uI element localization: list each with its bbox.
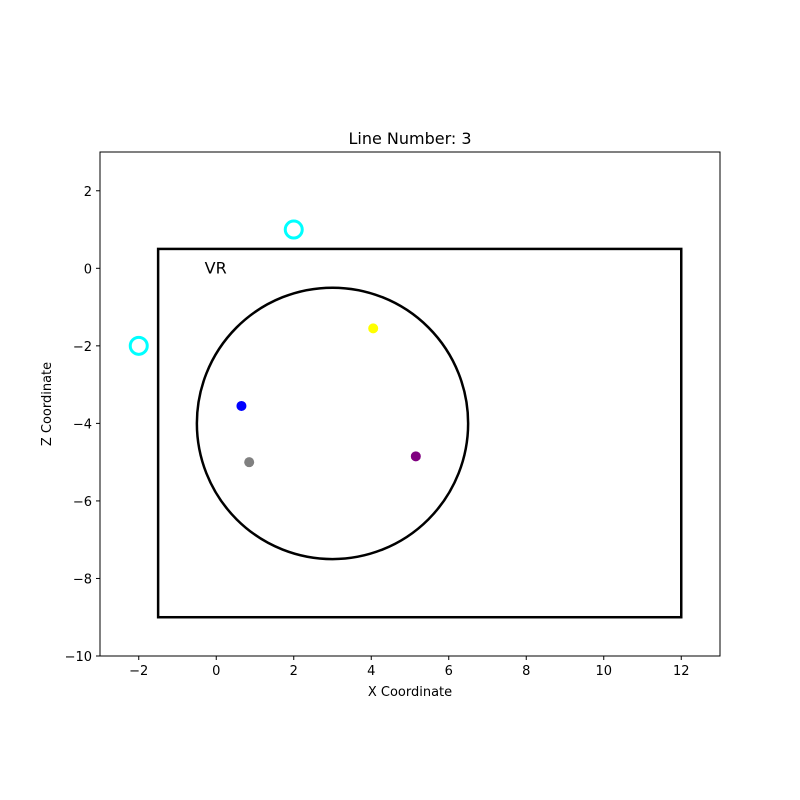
hollow-point: [283, 219, 304, 240]
x-tick-label: 12: [673, 664, 690, 679]
x-tick-label: 0: [212, 664, 220, 679]
x-tick-label: 10: [595, 664, 612, 679]
x-tick-label: 6: [445, 664, 453, 679]
y-tick-label: 2: [84, 185, 92, 200]
x-tick-label: 2: [290, 664, 298, 679]
y-tick-label: −4: [73, 417, 92, 432]
hollow-point: [128, 335, 149, 356]
region-circle: [195, 286, 470, 561]
y-tick-label: 0: [84, 262, 92, 277]
y-tick-label: −10: [65, 650, 92, 665]
x-axis-label: X Coordinate: [368, 685, 452, 700]
y-tick-label: −8: [73, 572, 92, 587]
data-point: [236, 400, 247, 411]
chart-title: Line Number: 3: [348, 129, 471, 148]
y-tick-label: −2: [73, 340, 92, 355]
region-rectangle: [156, 247, 683, 619]
y-tick-label: −6: [73, 495, 92, 510]
plot-area: −2 0 2 4 6 8 10 12 −10 −8 −6 −4 −2 0 2 VR: [65, 151, 721, 679]
x-tick-label: 4: [367, 664, 375, 679]
axes-frame: [99, 151, 721, 657]
data-point: [410, 451, 421, 462]
x-tick-label: 8: [522, 664, 530, 679]
y-axis-label: Z Coordinate: [40, 362, 55, 446]
data-point: [244, 457, 255, 468]
data-point: [368, 323, 379, 334]
x-tick-label: −2: [129, 664, 148, 679]
vr-annotation: VR: [205, 258, 227, 277]
